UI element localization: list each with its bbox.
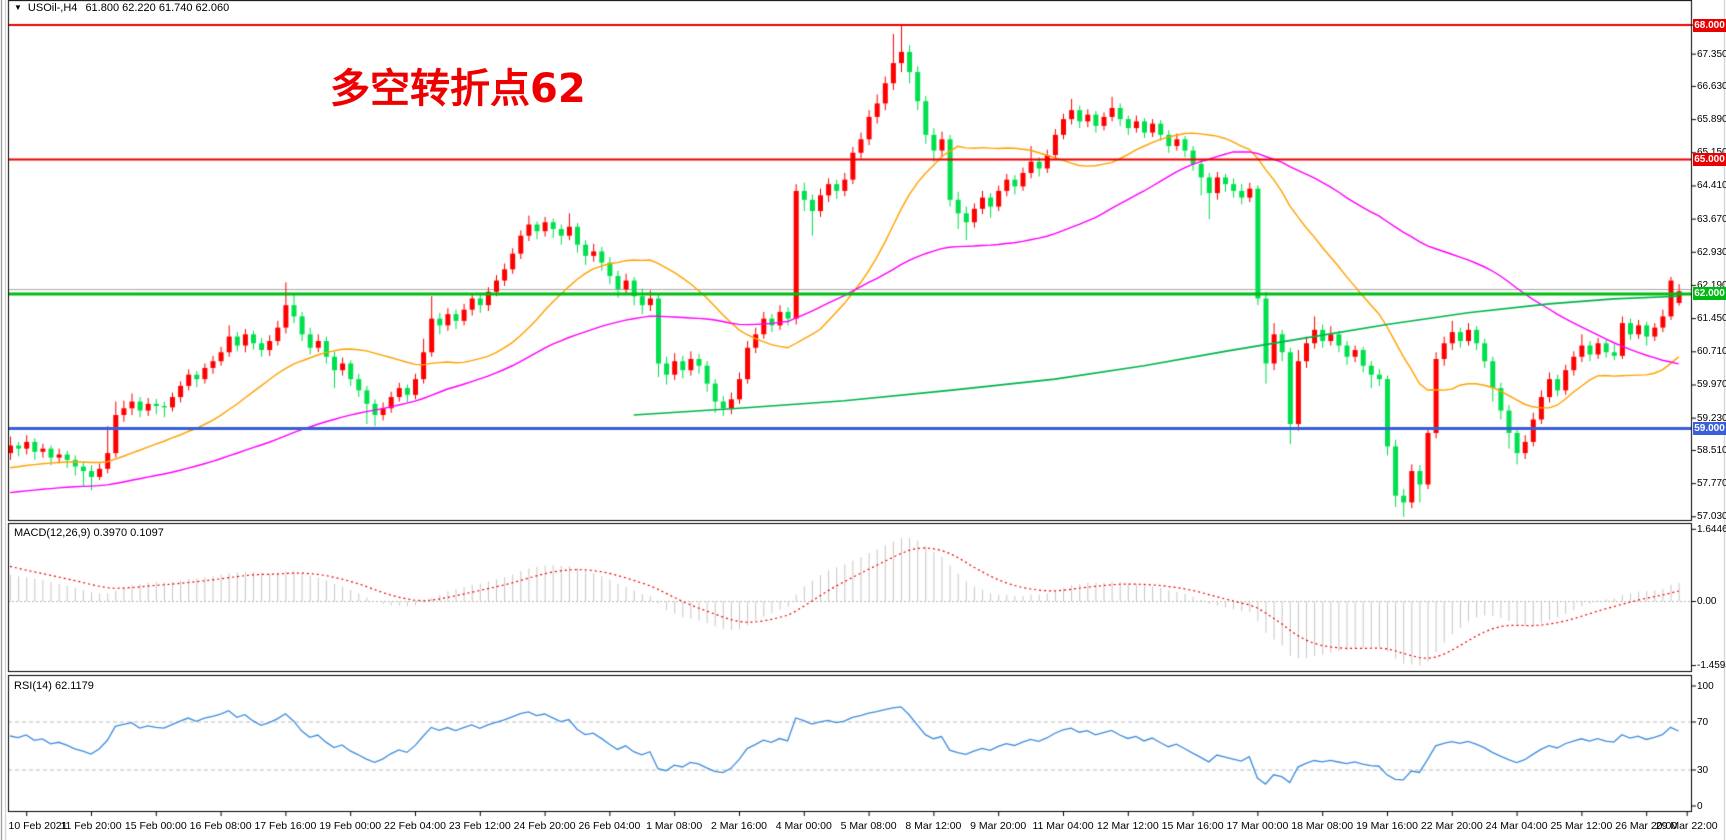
date-tick-label: 8 Mar 12:00 [905, 820, 962, 832]
price-tick-label: 62.930 [1697, 246, 1726, 258]
date-tick-label: 16 Feb 08:00 [189, 820, 252, 832]
price-tick-label: 57.030 [1697, 511, 1726, 523]
date-tick-label: 17 Mar 00:00 [1226, 820, 1289, 832]
price-tick-label: 59.970 [1697, 379, 1726, 391]
date-tick-label: 24 Feb 20:00 [513, 820, 576, 832]
date-tick-label: 11 Mar 04:00 [1032, 820, 1094, 832]
date-tick-label: 22 Feb 04:00 [384, 820, 446, 832]
price-tick-label: 60.710 [1697, 346, 1726, 358]
price-tick-label: 65.890 [1697, 114, 1726, 126]
price-tick-label: 66.630 [1697, 80, 1726, 92]
rsi-tick-label: 70 [1697, 716, 1709, 728]
price-tick-label: 64.410 [1697, 180, 1726, 192]
date-tick-label: 15 Mar 16:00 [1161, 820, 1224, 832]
price-tick-label: 62.190 [1697, 279, 1726, 291]
price-tick-label: 59.230 [1697, 412, 1726, 424]
date-tick-label: 4 Mar 00:00 [775, 820, 832, 832]
date-tick-label: 5 Mar 08:00 [840, 820, 897, 832]
date-tick-label: 25 Mar 12:00 [1550, 820, 1613, 832]
date-tick-label: 19 Mar 16:00 [1356, 820, 1418, 832]
ohlc-values-label: 61.800 62.220 61.740 62.060 [85, 1, 230, 14]
date-tick-label: 24 Mar 04:00 [1485, 820, 1548, 832]
one-click-trading-arrow-icon[interactable]: ▼ [14, 3, 22, 12]
rsi-tick-label: 30 [1697, 764, 1709, 776]
date-tick-label: 18 Mar 08:00 [1291, 820, 1354, 832]
macd-indicator-label: MACD(12,26,9) 0.3970 0.1097 [14, 527, 164, 539]
chart-annotation-text[interactable]: 多空转折点62 [330, 66, 586, 112]
date-tick-label: 19 Feb 00:00 [319, 820, 382, 832]
date-tick-label: 15 Feb 00:00 [124, 820, 187, 832]
price-level-badge: 65.000 [1693, 152, 1726, 166]
date-tick-label: 17 Feb 16:00 [254, 820, 317, 832]
date-tick-label: 10 Feb 2021 [8, 820, 68, 832]
price-tick-label: 61.450 [1697, 313, 1726, 325]
rsi-indicator-label: RSI(14) 62.1179 [14, 680, 94, 692]
price-tick-label: 57.770 [1697, 478, 1726, 490]
date-tick-label: 12 Mar 12:00 [1096, 820, 1159, 832]
date-tick-label: 22 Mar 20:00 [1420, 820, 1483, 832]
date-tick-label: 26 Mar 20:00 [1615, 820, 1678, 832]
date-tick-label: 26 Feb 04:00 [578, 820, 641, 832]
date-tick-label: 29 Mar 22:00 [1655, 820, 1718, 832]
date-tick-label: 11 Feb 20:00 [60, 820, 122, 832]
date-tick-label: 1 Mar 08:00 [646, 820, 703, 832]
macd-tick-label: 0.00 [1697, 596, 1717, 607]
price-tick-label: 67.350 [1697, 48, 1726, 60]
price-level-badge: 62.000 [1693, 287, 1726, 301]
date-tick-label: 9 Mar 20:00 [970, 820, 1027, 832]
price-tick-label: 63.670 [1697, 213, 1726, 225]
date-tick-label: 23 Feb 12:00 [448, 820, 511, 832]
price-level-badge: 59.000 [1693, 421, 1726, 435]
price-tick-label: 58.510 [1697, 444, 1726, 456]
symbol-timeframe-label: USOil-,H4 [27, 1, 78, 14]
date-tick-label: 2 Mar 16:00 [710, 820, 768, 832]
rsi-tick-label: 0 [1697, 800, 1703, 812]
macd-tick-label: 1.6446 [1697, 523, 1726, 535]
symbol-info-bar: ▼ USOil-,H4 61.800 62.220 61.740 62.060 [14, 1, 229, 14]
macd-tick-label: -1.4594 [1697, 660, 1726, 672]
rsi-tick-label: 100 [1697, 680, 1714, 692]
price-tick-label: 65.150 [1697, 147, 1726, 158]
price-level-badge: 68.000 [1693, 18, 1726, 32]
